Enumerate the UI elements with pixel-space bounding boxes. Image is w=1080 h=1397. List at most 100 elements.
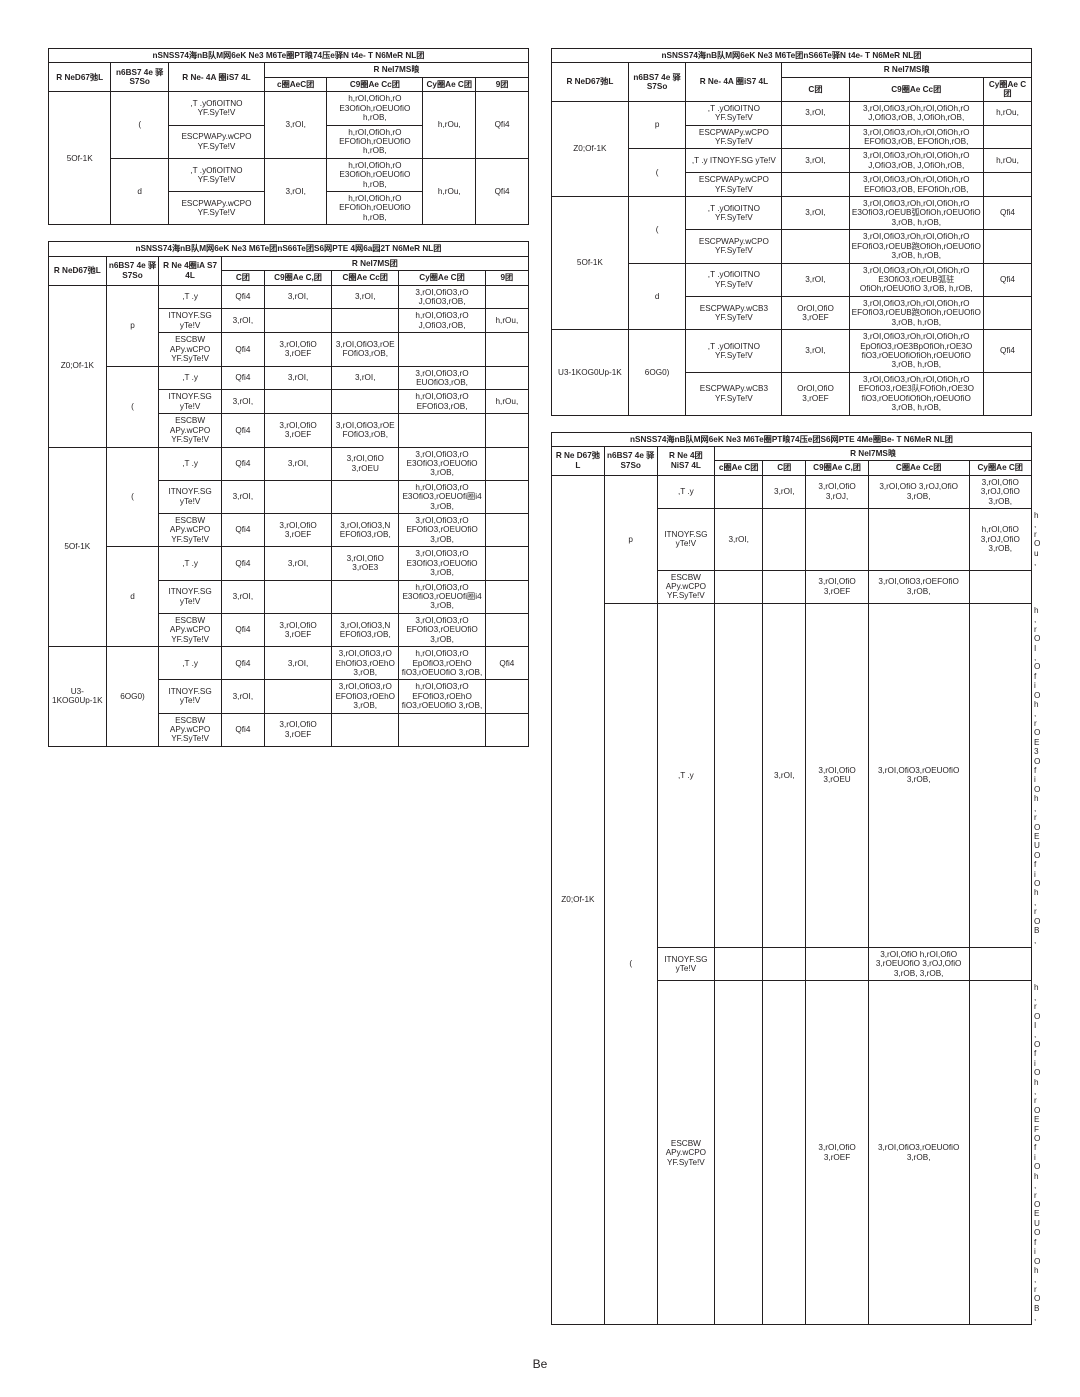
left-column: nSNSS74海nB队M网6eK Ne3 M6Te圈PT㫰74压e驿N t4e-…	[48, 48, 529, 1325]
cell: 3,rOI,	[332, 366, 399, 390]
cell: 3,rOI,	[221, 480, 264, 513]
cell: 3,rOI,OfiO3,rO E3OfiO3,rOEUOfiO 3,rOB,	[399, 547, 485, 580]
cell: h,rOI,OfiO3,rO E3OfiO3,rOEUOfi圈i4 3,rOB,	[399, 580, 485, 613]
t4-s3: C圈Ae Cc团	[868, 461, 969, 475]
cell	[485, 480, 528, 513]
cell: 3,rOI,	[221, 580, 264, 613]
cell: OrOI,OfiO 3,rOEF	[782, 372, 849, 415]
cell: (	[111, 92, 169, 159]
cell: ,T .y	[657, 603, 715, 947]
cell	[969, 981, 1031, 1325]
cell: 3,rOI,OfiO 3,rOEF	[264, 613, 331, 646]
cell	[715, 475, 763, 508]
t2-s4: 9团	[485, 271, 528, 285]
t4-h0: R Ne D67弛L	[552, 446, 605, 475]
cell	[332, 480, 399, 513]
cell: ESCBW APy.wCPO YF.SyTe!V	[159, 414, 221, 447]
cell: 3,rOI,OfiO3,rOh,rOI,OfiOh,rO EFOfiO3,rOE…	[849, 372, 983, 415]
cell: ITNOYF.SG yTe!V	[657, 948, 715, 981]
cell: Qfi4	[221, 333, 264, 366]
t1-s0: c圈AeC团	[264, 77, 326, 91]
cell	[806, 948, 868, 981]
cell: ,T .yOfiOITNO YF.SyTe!V	[686, 101, 782, 125]
cell: ,T .y ITNOYF.SG yTe!V	[686, 149, 782, 173]
cell	[264, 309, 331, 333]
cell: ITNOYF.SG yTe!V	[159, 480, 221, 513]
page-number: Be	[0, 1345, 1080, 1391]
t3-h1: n6BS7 4e 驿S7So	[628, 63, 686, 101]
cell: ESCBW APy.wCPO YF.SyTe!V	[159, 333, 221, 366]
cell: 3,rOI,OfiO3,rOEFOfiO3,rOB,	[332, 414, 399, 447]
cell	[485, 285, 528, 309]
cell: Qfi4	[983, 263, 1031, 296]
cell: ITNOYF.SG yTe!V	[159, 390, 221, 414]
cell: 3,rOI,	[332, 285, 399, 309]
cell	[715, 948, 763, 981]
cell: (	[604, 603, 657, 1325]
t1-title: nSNSS74海nB队M网6eK Ne3 M6Te圈PT㫰74压e驿N t4e-…	[49, 49, 529, 63]
t3-h3: R NeI7MS㫰	[782, 63, 1032, 77]
cell	[264, 390, 331, 414]
t1-h2: R Ne- 4A 圈iS7 4L	[168, 63, 264, 92]
cell: Qfi4	[983, 330, 1031, 373]
cell: ,T .y	[657, 475, 715, 508]
cell: 3,rOI,OfiO 3,rOEF	[806, 570, 868, 603]
cell: Qfi4	[221, 447, 264, 480]
cell	[715, 570, 763, 603]
cell: 3,rOI,	[264, 158, 326, 225]
cell: 3,rOI,OfiO 3,rOEF	[264, 713, 331, 746]
cell: h,rOI,OfiO3,rO E3OfiO3,rOEUOfi圈i4 3,rOB,	[399, 480, 485, 513]
cell	[399, 333, 485, 366]
cell: ITNOYF.SG yTe!V	[159, 680, 221, 713]
cell: ESCPWAPy.wCPO YF.SyTe!V	[686, 125, 782, 149]
cell: 3,rOI,	[221, 680, 264, 713]
cell: 3,rOI,	[264, 647, 331, 680]
cell: 3,rOI,	[763, 603, 806, 947]
cell: Qfi4	[221, 514, 264, 547]
cell: Z0;Of-1K	[552, 101, 629, 196]
cell: h,rOI,OfiO3,rO EpOfiO3,rOEhO fiO3,rOEUOf…	[399, 647, 485, 680]
t2-h2: R Ne 4圈iA S7 4L	[159, 256, 221, 285]
cell: 3,rOI,OfiO3,rO EFOfiO3,rOEUOfiO 3,rOB,	[399, 613, 485, 646]
cell: 3,rOI,OfiO3,rOh,rOI,OfiOh,rO E3OfiO3,rOE…	[849, 197, 983, 230]
cell: 3,rOI,OfiO 3,rOEU	[332, 447, 399, 480]
cell: 3,rOI,OfiO 3,rOEF	[806, 981, 868, 1325]
cell: ESCPWAPy.wCPO YF.SyTe!V	[686, 230, 782, 263]
cell: Qfi4	[221, 613, 264, 646]
cell: 6OG0)	[106, 647, 159, 747]
cell: h,rOu,	[485, 390, 528, 414]
t2-s0: C团	[221, 271, 264, 285]
cell: 3,rOI,	[264, 447, 331, 480]
cell: 3,rOI,	[715, 509, 763, 571]
cell	[399, 713, 485, 746]
t3-s1: C9圈Ae Cc团	[849, 77, 983, 101]
cell: 3,rOI,	[782, 149, 849, 173]
t2-title: nSNSS74海nB队M网6eK Ne3 M6Te团nS66Te团S6网PTE …	[49, 242, 529, 256]
cell	[983, 296, 1031, 329]
cell	[264, 580, 331, 613]
cell	[332, 580, 399, 613]
t1-h1: n6BS7 4e 驿S7So	[111, 63, 169, 92]
cell	[485, 713, 528, 746]
cell	[485, 414, 528, 447]
cell: 3,rOI,OfiO3,rO EUOfiO3,rOB,	[399, 366, 485, 390]
cell: 3,rOI,OfiO3,rO EhOfiO3,rOEhO 3,rOB,	[332, 647, 399, 680]
cell: ESCPWAPy.wCB3 YF.SyTe!V	[686, 372, 782, 415]
cell	[715, 603, 763, 947]
cell: ,T .y	[159, 447, 221, 480]
cell: ,T .yOfiOITNO YF.SyTe!V	[686, 197, 782, 230]
cell: h,rOu,	[423, 92, 476, 159]
t1-s3: 9团	[476, 77, 529, 91]
cell: 3,rOI,OfiO3,rOh,rOI,OfiOh,rO J,OfiO3,rOB…	[849, 149, 983, 173]
cell	[763, 509, 806, 571]
cell: ITNOYF.SG yTe!V	[159, 309, 221, 333]
cell: 3,rOI,	[264, 547, 331, 580]
t4-s0: c圈Ae C团	[715, 461, 763, 475]
table-3: nSNSS74海nB队M网6eK Ne3 M6Te团nS66Te驿N t4e- …	[551, 48, 1032, 416]
cell: 3,rOI,	[264, 92, 326, 159]
cell: U3-1KOG0Up-1K	[552, 330, 629, 415]
cell: Z0;Of-1K	[552, 475, 605, 1325]
cell: ESCPWAPy.wCPO YF.SyTe!V	[686, 173, 782, 197]
cell: h,rOI,OfiOh,rO E3OfiOh,rOEUOfiO h,rOB,	[327, 158, 423, 191]
cell: Qfi4	[485, 647, 528, 680]
